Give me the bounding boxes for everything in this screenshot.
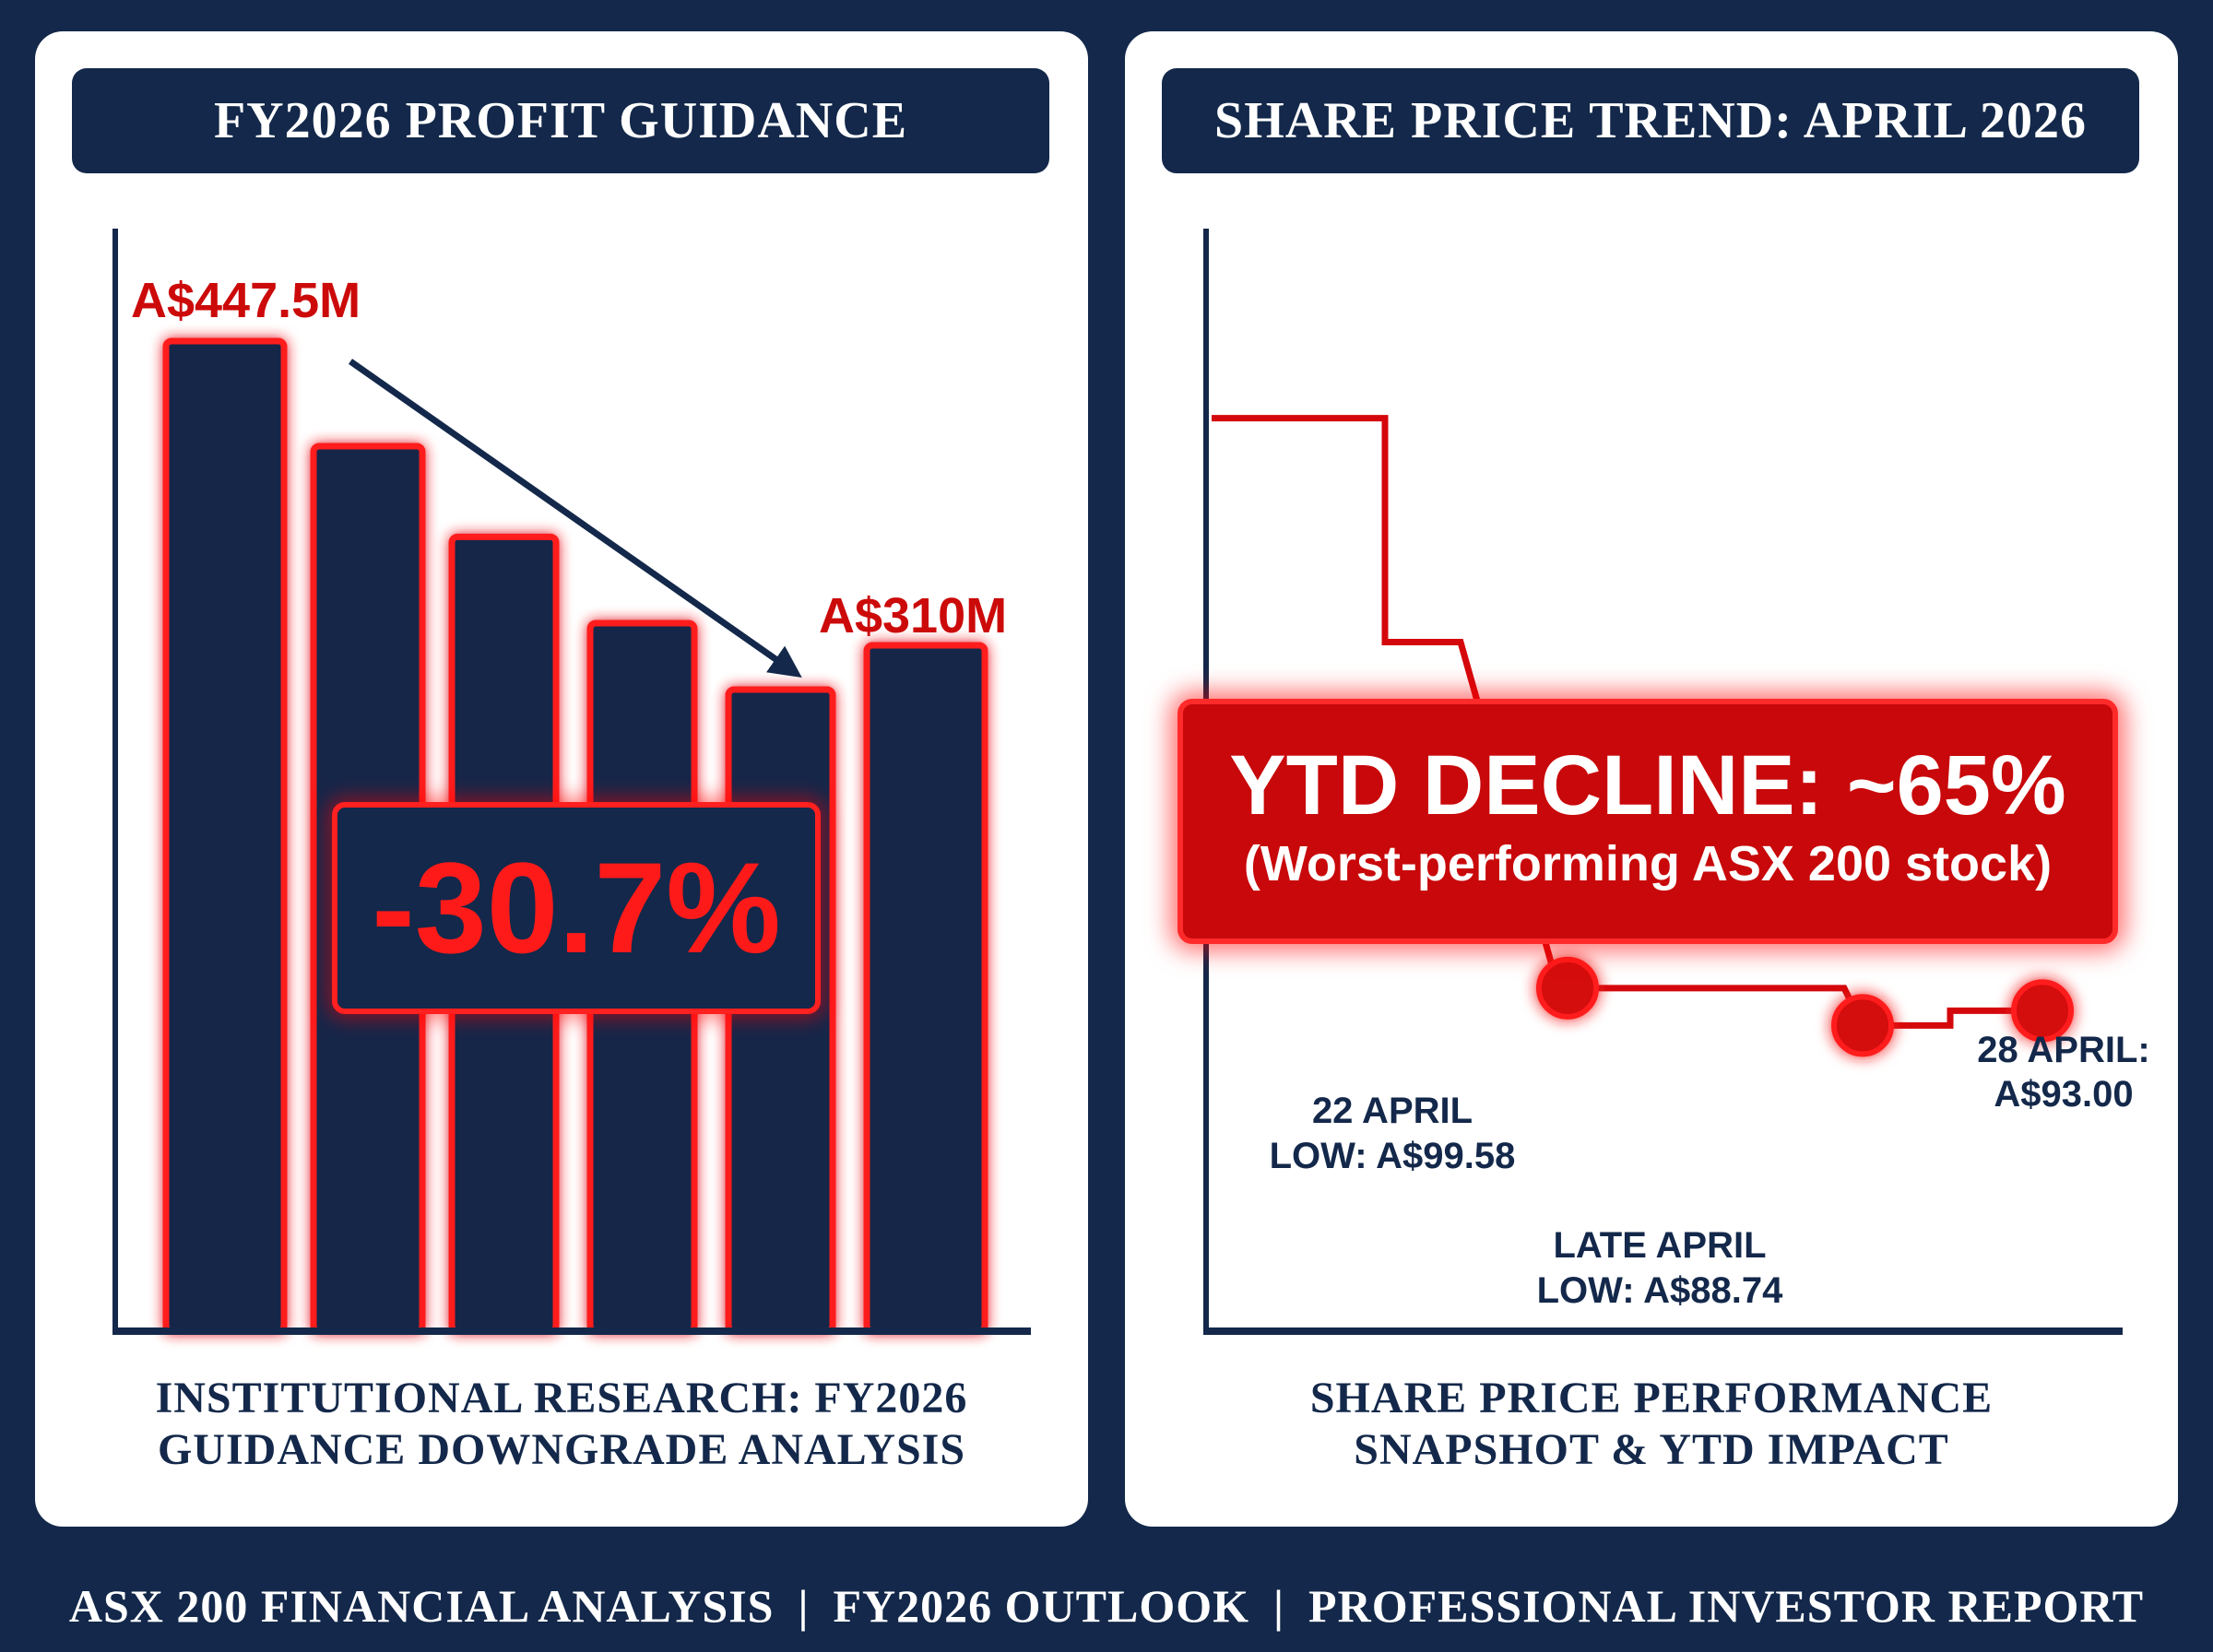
label-late-april-date: LATE APRIL xyxy=(1553,1225,1766,1266)
ytd-decline-callout: YTD DECLINE: ~65% (Worst-performing ASX … xyxy=(1178,699,2118,944)
profit-bar-chart: A$447.5M A$310M xyxy=(112,229,1031,1335)
profit-bar xyxy=(162,337,288,1335)
ytd-decline-subtitle: (Worst-performing ASX 200 stock) xyxy=(1243,836,2053,891)
share-price-caption: SHARE PRICE PERFORMANCE SNAPSHOT & YTD I… xyxy=(1125,1373,2178,1476)
label-22-april-date: 22 APRIL xyxy=(1312,1091,1473,1131)
caption-line-1: SHARE PRICE PERFORMANCE xyxy=(1309,1374,1994,1422)
footer-separator: | xyxy=(1273,1580,1285,1632)
label-28-april-date: 28 APRIL: xyxy=(1977,1030,2149,1070)
ytd-decline-title: YTD DECLINE: ~65% xyxy=(1229,738,2066,832)
profit-bar xyxy=(863,642,988,1335)
caption-line-1: INSTITUTIONAL RESEARCH: FY2026 xyxy=(155,1374,968,1422)
footer-item-report: PROFESSIONAL INVESTOR REPORT xyxy=(1308,1580,2145,1632)
price-marker-dot xyxy=(1831,994,1894,1057)
label-22-april-value: LOW: A$99.58 xyxy=(1270,1136,1516,1176)
end-value-label: A$310M xyxy=(819,588,1007,643)
label-late-april-value: LOW: A$88.74 xyxy=(1537,1270,1784,1311)
footer-item-analysis: ASX 200 FINANCIAL ANALYSIS xyxy=(68,1580,775,1632)
profit-guidance-caption: INSTITUTIONAL RESEARCH: FY2026 GUIDANCE … xyxy=(35,1373,1088,1476)
downtrend-arrow xyxy=(348,359,802,678)
profit-guidance-panel: FY2026 PROFIT GUIDANCE A$447.5M A$310M -… xyxy=(35,31,1088,1527)
start-value-label: A$447.5M xyxy=(131,273,361,328)
label-28-april-value: A$93.00 xyxy=(1994,1074,2133,1115)
footer-separator: | xyxy=(798,1580,810,1632)
percent-change-badge: -30.7% xyxy=(332,802,821,1014)
price-marker-dot xyxy=(2011,979,2074,1043)
share-price-header: SHARE PRICE TREND: APRIL 2026 xyxy=(1162,68,2139,173)
footer-item-outlook: FY2026 OUTLOOK xyxy=(833,1580,1250,1632)
price-marker-dot xyxy=(1536,956,1599,1020)
share-price-panel: SHARE PRICE TREND: APRIL 2026 22 APRIL L… xyxy=(1125,31,2178,1527)
share-price-line xyxy=(1212,415,2038,1029)
caption-line-2: GUIDANCE DOWNGRADE ANALYSIS xyxy=(157,1425,966,1474)
profit-guidance-header: FY2026 PROFIT GUIDANCE xyxy=(72,68,1049,173)
report-footer: ASX 200 FINANCIAL ANALYSIS | FY2026 OUTL… xyxy=(0,1560,2213,1652)
share-price-line-chart: 22 APRIL LOW: A$99.58 LATE APRIL LOW: A$… xyxy=(1203,229,2150,1335)
caption-line-2: SNAPSHOT & YTD IMPACT xyxy=(1354,1425,1949,1474)
